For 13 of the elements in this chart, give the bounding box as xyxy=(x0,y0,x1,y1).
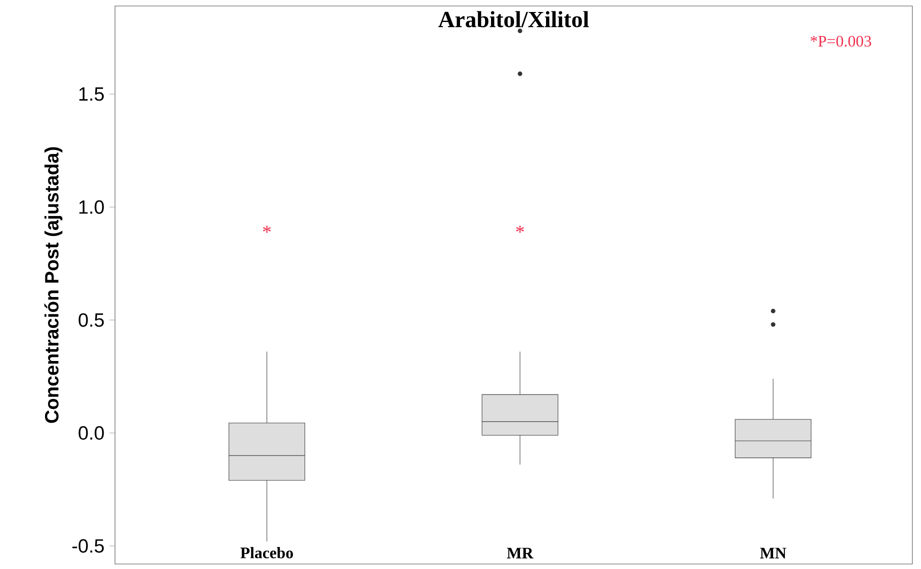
y-tick-label: 1.0 xyxy=(79,200,104,214)
y-tick-label: 1.5 xyxy=(79,87,104,101)
y-axis-title: Concentración Post (ajustada) xyxy=(44,147,62,423)
annotation: *P=0.003 xyxy=(810,36,872,47)
x-tick-label: MR xyxy=(506,548,534,558)
y-tick-label: -0.5 xyxy=(72,539,104,553)
y-tick-label: 0.0 xyxy=(78,426,104,440)
annotation: * xyxy=(516,226,524,233)
y-tick-label: 0.5 xyxy=(78,313,104,327)
annotation: * xyxy=(263,226,271,233)
x-tick-label: MN xyxy=(760,548,786,558)
chart-title: Arabitol/Xilitol xyxy=(438,11,589,28)
x-tick-label: Placebo xyxy=(240,547,293,558)
